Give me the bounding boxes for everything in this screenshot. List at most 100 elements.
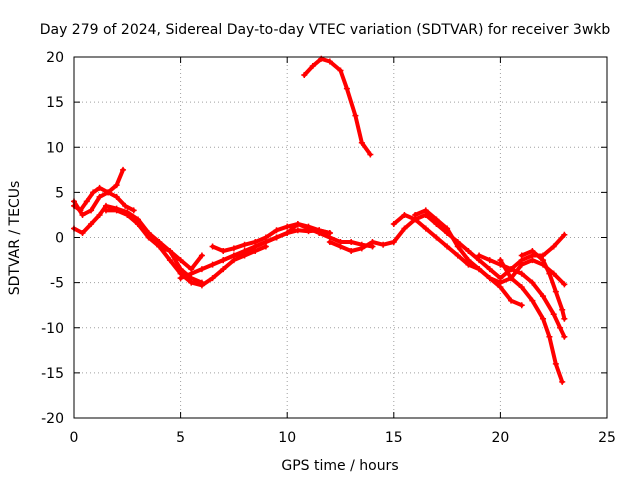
data-point [96,193,103,200]
series-arc-13 [497,257,566,385]
plot-area [71,55,568,385]
series-arc-8 [220,220,376,264]
data-point [305,225,312,232]
data-point [433,234,440,241]
y-tick-label: -5 [50,276,64,292]
data-point [156,243,163,250]
data-point [120,166,127,173]
data-point [422,225,429,232]
data-point [348,248,355,255]
y-tick-label: -20 [41,411,64,427]
data-point [546,333,553,340]
data-point [130,207,137,214]
data-point [561,333,568,340]
series-line [498,258,565,384]
data-point [326,239,333,246]
data-point [380,241,387,248]
data-point [540,257,547,264]
data-point [518,270,525,277]
series-line [104,208,268,288]
data-point [220,257,227,264]
data-point [561,231,568,238]
data-point [529,248,536,255]
data-point [352,112,359,119]
data-point [557,324,564,331]
data-point [529,297,536,304]
data-point [220,248,227,255]
series-arc-2 [71,189,137,218]
data-point [561,281,568,288]
data-point [529,279,536,286]
data-point [546,270,553,277]
data-point [518,302,525,309]
data-point [209,261,216,268]
data-point [454,243,461,250]
data-point [177,275,184,282]
data-point [220,266,227,273]
y-tick-label: -10 [41,321,64,337]
series-line [72,190,136,217]
data-point [337,243,344,250]
data-point [198,282,205,289]
data-point [518,284,525,291]
data-point [252,243,259,250]
data-point [552,360,559,367]
data-point [367,151,374,158]
data-point [241,241,248,248]
data-point [273,227,280,234]
series-arc-3 [71,202,205,286]
data-point [337,67,344,74]
data-point [209,275,216,282]
data-point [230,245,237,252]
data-point [552,288,559,295]
data-point [113,207,120,214]
data-point [188,270,195,277]
data-point [476,252,483,259]
data-point [294,227,301,234]
y-tick-label: -15 [41,366,64,382]
data-point [465,257,472,264]
data-point [401,225,408,232]
data-point [422,207,429,214]
data-point [486,257,493,264]
data-point [326,58,333,65]
data-point [309,63,316,70]
data-point [145,229,152,236]
data-point [83,198,90,205]
data-point [486,266,493,273]
data-point [486,275,493,282]
data-point [294,220,301,227]
data-point [508,297,515,304]
x-tick-label: 15 [385,430,403,446]
x-tick-label: 10 [278,430,296,446]
data-point [454,252,461,259]
data-point [343,85,350,92]
data-point [262,239,269,246]
series-line [72,203,204,285]
data-point [497,284,504,291]
data-point [390,239,397,246]
data-point [559,306,566,313]
data-point [198,252,205,259]
data-point [561,315,568,322]
data-point [433,216,440,223]
series-arc-14 [518,248,568,322]
data-point [559,378,566,385]
data-point [105,189,112,196]
data-point [444,225,451,232]
data-point [550,243,557,250]
data-point [88,220,95,227]
data-point [390,220,397,227]
data-point [550,311,557,318]
data-point [465,248,472,255]
data-point [96,211,103,218]
data-point [96,184,103,191]
data-point [79,211,86,218]
x-tick-label: 0 [70,430,79,446]
data-point [540,293,547,300]
data-point [316,229,323,236]
data-point [348,239,355,246]
x-axis-label: GPS time / hours [281,458,398,474]
data-point [518,252,525,259]
